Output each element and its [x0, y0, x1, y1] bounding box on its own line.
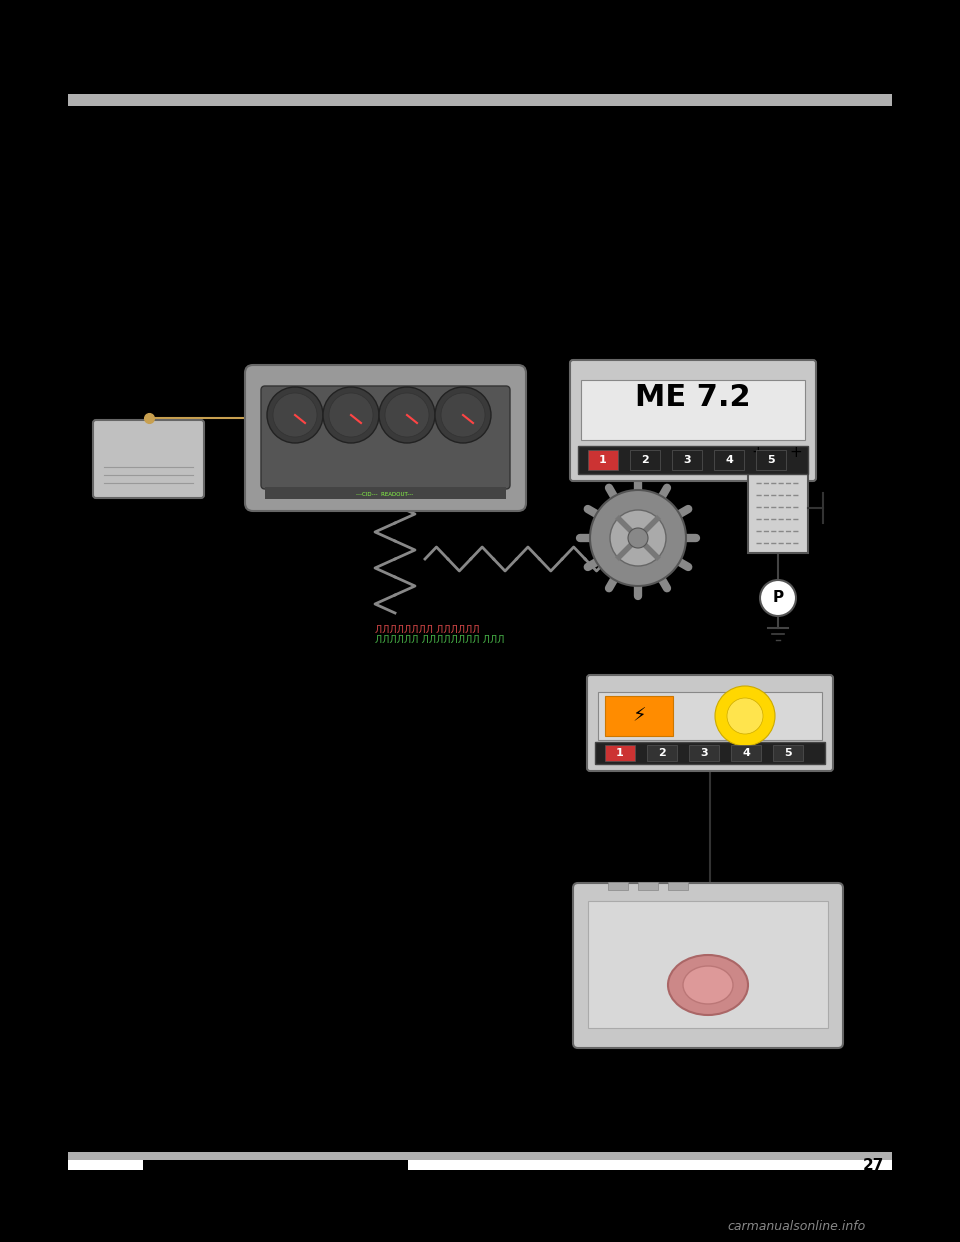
- Bar: [668, 882, 688, 891]
- Text: ЛЛЛЛЛЛ ЛЛЛЛЛЛЛЛ ЛЛЛ: ЛЛЛЛЛЛ ЛЛЛЛЛЛЛЛ ЛЛЛ: [375, 635, 505, 645]
- Bar: [68, 94, 892, 106]
- Text: ЛЛЛЛЛЛЛЛ ЛЛЛЛЛЛ: ЛЛЛЛЛЛЛЛ ЛЛЛЛЛЛ: [375, 625, 480, 635]
- Bar: [773, 745, 803, 761]
- Bar: [588, 450, 618, 469]
- Bar: [647, 745, 677, 761]
- Circle shape: [610, 510, 666, 566]
- FancyBboxPatch shape: [573, 883, 843, 1048]
- Text: 1: 1: [616, 748, 624, 758]
- Bar: [756, 450, 786, 469]
- Circle shape: [273, 392, 317, 437]
- Text: +: +: [752, 445, 764, 460]
- Bar: [630, 450, 660, 469]
- Text: The ME 7.2 will  switch off the fuel pump relay when an airbag is activated as a: The ME 7.2 will switch off the fuel pump…: [76, 271, 738, 328]
- Circle shape: [435, 388, 491, 443]
- Circle shape: [267, 388, 323, 443]
- Text: 3: 3: [684, 455, 691, 465]
- Circle shape: [441, 392, 485, 437]
- Bar: [265, 487, 506, 499]
- Ellipse shape: [683, 966, 733, 1004]
- Bar: [588, 900, 828, 1028]
- Bar: [408, 1160, 892, 1170]
- Bar: [578, 446, 808, 474]
- Bar: [605, 745, 635, 761]
- Text: 5: 5: [767, 455, 775, 465]
- Circle shape: [329, 392, 373, 437]
- Bar: [748, 463, 808, 553]
- FancyBboxPatch shape: [93, 420, 204, 498]
- Text: ⚡: ⚡: [632, 707, 646, 725]
- Circle shape: [590, 491, 686, 586]
- Text: ME 7.2 controls the fuel pump relay as with previous systems with regard to engi: ME 7.2 controls the fuel pump relay as w…: [76, 212, 739, 248]
- Text: With every engine start-up, ME 7.2 briefly activates the fan
ensuring continued : With every engine start-up, ME 7.2 brief…: [76, 908, 526, 1007]
- Text: carmanualsonline.info: carmanualsonline.info: [728, 1220, 866, 1233]
- Text: When the temperature in the E-Box exceeds predetermined
values, ME 7.2 provides : When the temperature in the E-Box exceed…: [76, 833, 517, 891]
- FancyBboxPatch shape: [570, 360, 816, 481]
- Text: ---CID---  READOUT---: ---CID--- READOUT---: [356, 492, 414, 497]
- Bar: [689, 745, 719, 761]
- Text: MRS III: MRS III: [124, 503, 173, 515]
- Bar: [598, 692, 822, 740]
- Circle shape: [760, 580, 796, 616]
- Circle shape: [323, 388, 379, 443]
- Text: 5: 5: [784, 748, 792, 758]
- FancyBboxPatch shape: [587, 674, 833, 771]
- Circle shape: [715, 686, 775, 746]
- Text: E BOX FAN CONTROL: E BOX FAN CONTROL: [76, 683, 284, 700]
- Bar: [605, 696, 673, 737]
- Circle shape: [628, 528, 648, 548]
- Ellipse shape: [668, 955, 748, 1015]
- Text: CAN BUS: CAN BUS: [375, 597, 442, 611]
- FancyBboxPatch shape: [245, 365, 526, 510]
- Bar: [714, 450, 744, 469]
- Bar: [581, 380, 805, 440]
- Text: 4: 4: [725, 455, 732, 465]
- Bar: [68, 1160, 143, 1170]
- Text: +: +: [691, 856, 705, 874]
- FancyBboxPatch shape: [261, 386, 510, 489]
- Text: 4: 4: [742, 748, 750, 758]
- Text: K BUS: K BUS: [156, 402, 199, 415]
- Text: E-BOX FAN
CONTROL: E-BOX FAN CONTROL: [666, 1048, 750, 1078]
- Bar: [672, 450, 702, 469]
- Text: FUEL
PUMP
RELAY
CONTROL: FUEL PUMP RELAY CONTROL: [828, 493, 892, 551]
- Text: 2: 2: [659, 748, 666, 758]
- Text: +: +: [790, 445, 803, 460]
- Text: The E Box fan is controlled by ME 7.2. The control module
contains an integral N: The E Box fan is controlled by ME 7.2. T…: [76, 722, 523, 799]
- Bar: [731, 745, 761, 761]
- Text: 1: 1: [599, 455, 607, 465]
- Circle shape: [727, 698, 763, 734]
- Text: 2: 2: [641, 455, 649, 465]
- Text: OUTPUT CONTROL FUNCTIONS: OUTPUT CONTROL FUNCTIONS: [76, 138, 551, 166]
- Text: ME 7.2: ME 7.2: [636, 383, 751, 412]
- Text: 3: 3: [700, 748, 708, 758]
- Text: P: P: [773, 590, 783, 606]
- Text: 27: 27: [863, 1158, 884, 1172]
- Bar: [595, 741, 825, 764]
- Text: FUEL PUMP RELAY CONTROL: FUEL PUMP RELAY CONTROL: [76, 183, 363, 201]
- Circle shape: [379, 388, 435, 443]
- Bar: [638, 882, 658, 891]
- Bar: [68, 1153, 892, 1160]
- Circle shape: [385, 392, 429, 437]
- Bar: [608, 882, 628, 891]
- Text: ENGINE SPEED
SENSOR: ENGINE SPEED SENSOR: [589, 596, 686, 623]
